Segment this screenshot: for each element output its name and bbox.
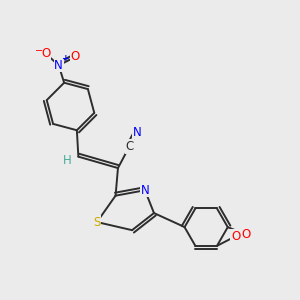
Text: O: O (70, 50, 80, 63)
Text: −: − (34, 46, 43, 56)
Text: N: N (54, 59, 63, 72)
Text: O: O (231, 230, 240, 243)
Text: N: N (141, 184, 149, 197)
Text: N: N (133, 126, 141, 139)
Text: H: H (63, 154, 71, 167)
Text: S: S (93, 216, 101, 229)
Text: O: O (242, 228, 251, 241)
Text: O: O (41, 47, 51, 60)
Text: +: + (62, 54, 70, 63)
Text: C: C (125, 140, 134, 153)
